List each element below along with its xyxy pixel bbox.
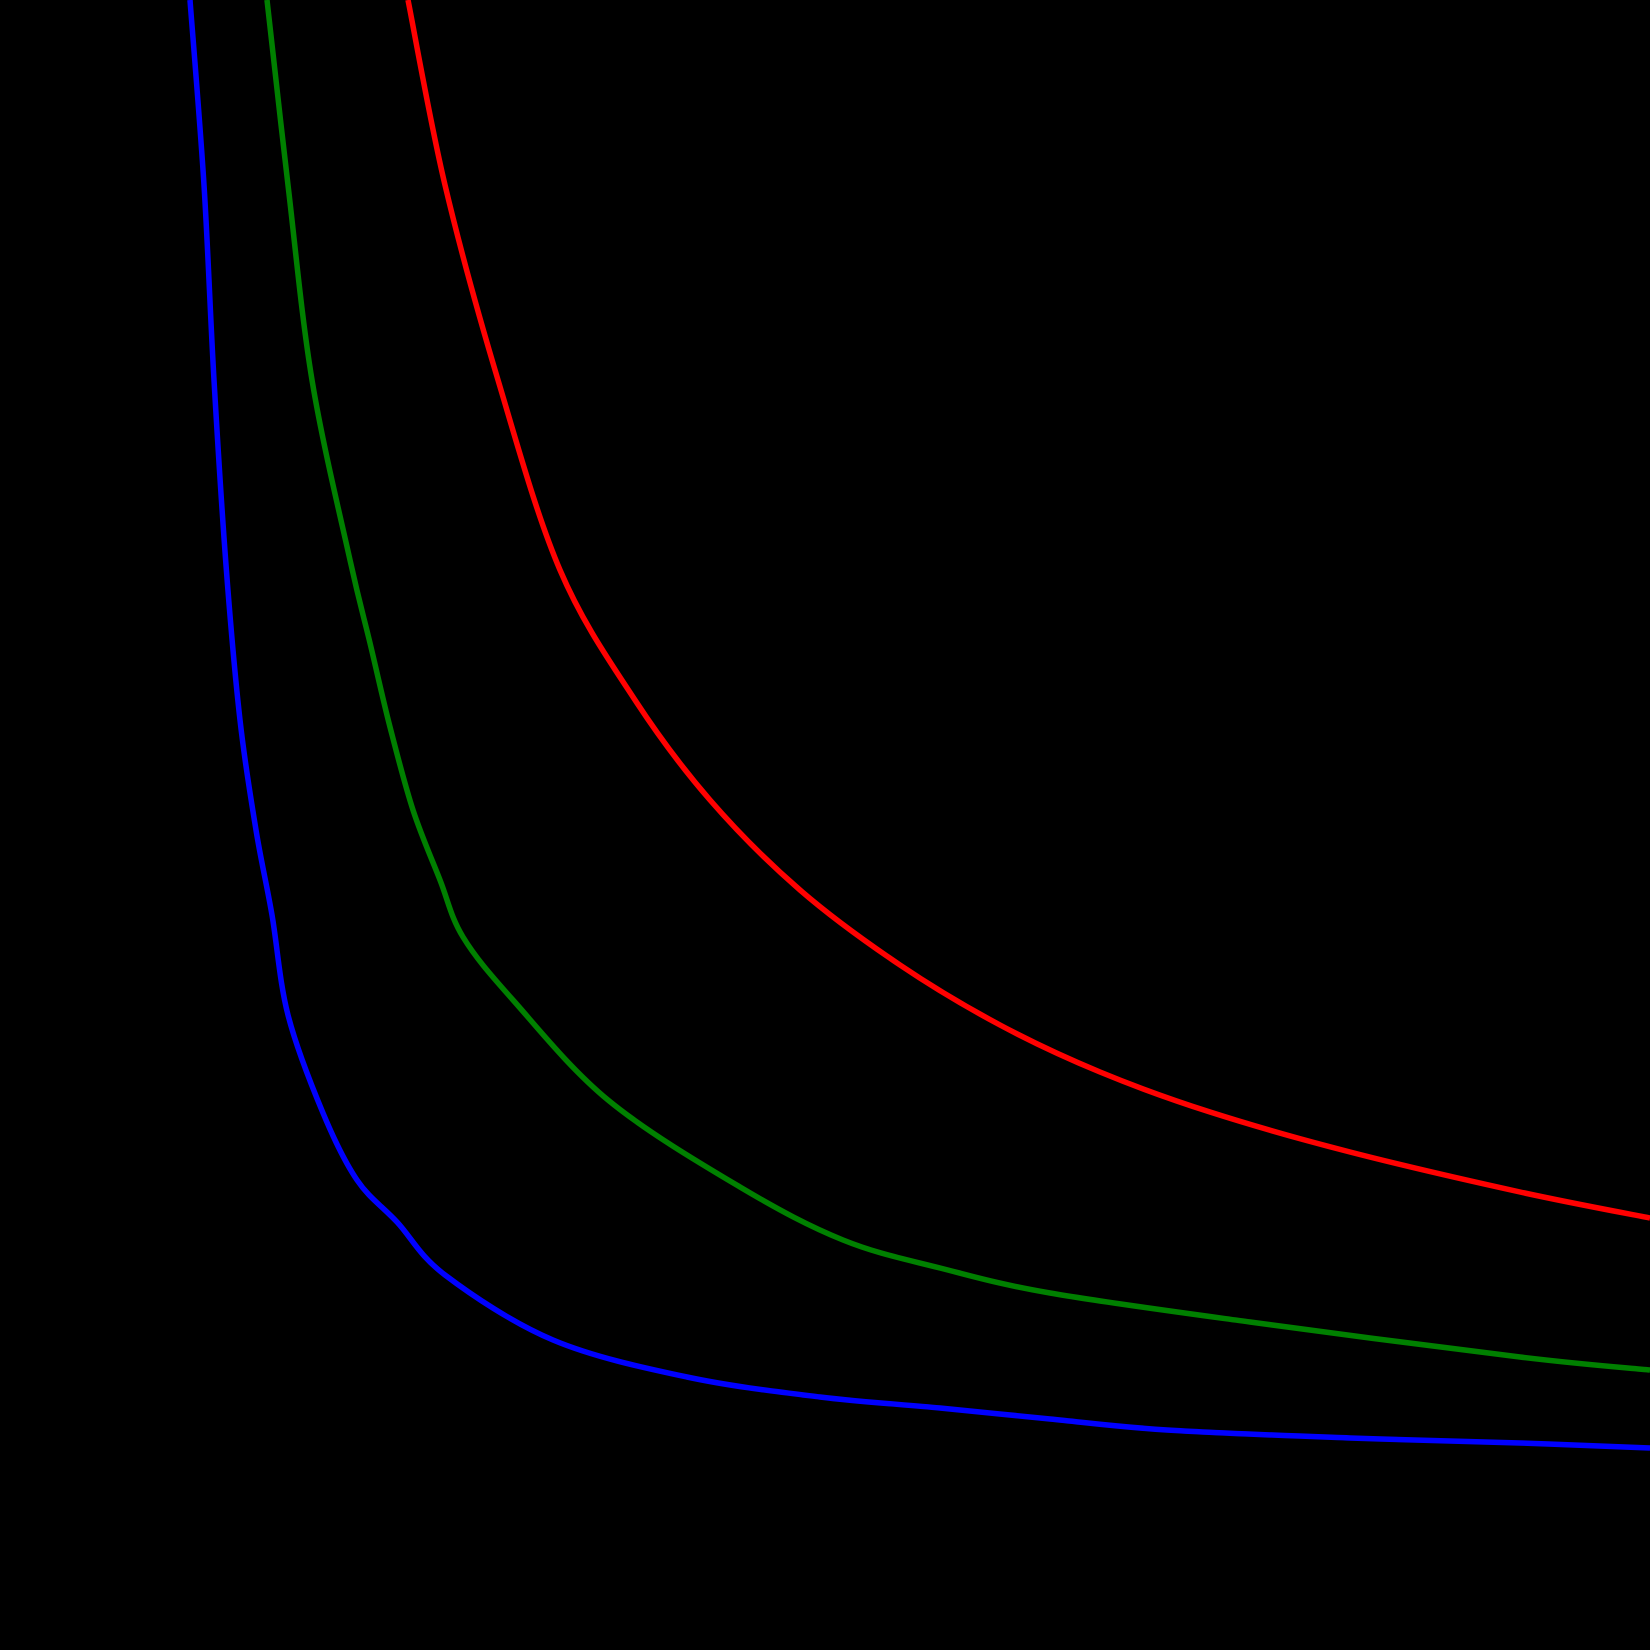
blue-curve <box>187 0 1650 1451</box>
green-curve <box>264 0 1650 1373</box>
red-curve <box>405 0 1650 1221</box>
